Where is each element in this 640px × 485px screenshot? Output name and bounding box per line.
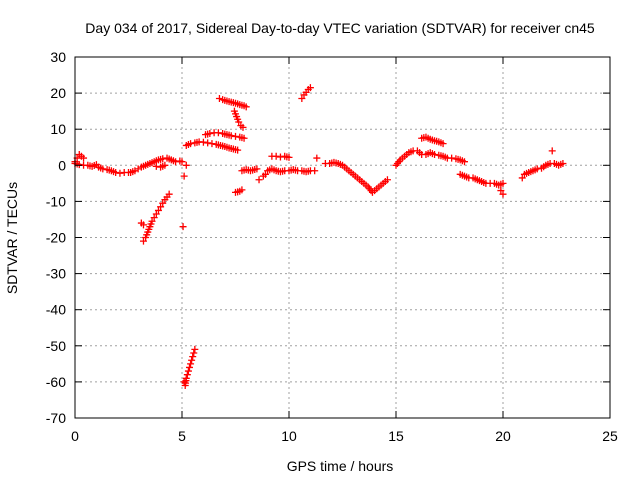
data-point	[150, 214, 158, 222]
data-point	[204, 139, 212, 147]
data-point	[240, 134, 248, 142]
y-tick-label: 30	[50, 49, 66, 65]
grid-layer	[75, 57, 610, 418]
y-tick-label: -50	[46, 338, 66, 354]
data-point	[208, 140, 216, 148]
data-point	[239, 123, 247, 131]
data-point	[227, 132, 235, 140]
data-point	[199, 138, 207, 146]
data-point	[75, 161, 83, 169]
data-point	[460, 158, 468, 166]
data-point	[80, 154, 88, 162]
data-point	[99, 165, 107, 173]
data-point	[518, 174, 526, 182]
data-point	[184, 367, 192, 375]
data-point	[215, 95, 223, 103]
data-point	[183, 371, 191, 379]
y-tick-label: 10	[50, 121, 66, 137]
data-point	[285, 153, 293, 161]
data-point	[116, 169, 124, 177]
data-point	[253, 165, 261, 173]
x-tick-label: 20	[495, 428, 511, 444]
x-axis-label: GPS time / hours	[287, 458, 394, 474]
data-point	[238, 186, 246, 194]
data-point	[497, 187, 505, 195]
data-point	[159, 155, 167, 163]
data-point	[157, 203, 165, 211]
data-point	[559, 159, 567, 167]
ticks-layer: 30 20 10 0 -10 -20 -30 -40 -50 -60 -70 0 5 10 15 20 25	[46, 49, 618, 444]
data-point	[206, 130, 214, 138]
data-point	[214, 129, 222, 137]
data-point	[185, 363, 193, 371]
y-tick-label: -70	[46, 410, 66, 426]
y-tick-label: -40	[46, 302, 66, 318]
data-point	[172, 158, 180, 166]
y-tick-label: 0	[58, 157, 66, 173]
data-point	[179, 223, 187, 231]
chart-title: Day 034 of 2017, Sidereal Day-to-day VTE…	[85, 20, 595, 36]
data-point	[232, 132, 239, 140]
data-point	[242, 103, 250, 111]
data-point	[139, 237, 147, 245]
data-point	[148, 217, 156, 225]
data-point	[139, 221, 147, 229]
data-point	[261, 170, 269, 178]
data-point	[180, 172, 188, 180]
data-point	[165, 190, 173, 198]
data-point	[306, 84, 314, 92]
data-point	[311, 167, 319, 175]
x-tick-label: 0	[71, 428, 79, 444]
data-point	[448, 154, 456, 162]
data-point	[191, 345, 199, 353]
data-point	[272, 152, 280, 160]
data-point	[298, 95, 306, 103]
data-point	[439, 140, 447, 148]
x-tick-label: 15	[388, 428, 404, 444]
data-point	[190, 349, 198, 357]
data-point	[499, 190, 507, 198]
data-point	[255, 176, 263, 184]
data-point	[276, 153, 284, 161]
y-tick-label: -20	[46, 230, 66, 246]
y-tick-label: -30	[46, 266, 66, 282]
data-point	[533, 165, 541, 173]
data-point	[187, 360, 195, 368]
data-point	[154, 206, 162, 214]
data-point	[152, 162, 160, 170]
y-tick-label: -60	[46, 374, 66, 390]
y-tick-label: 20	[50, 85, 66, 101]
data-point	[152, 210, 160, 218]
data-point	[431, 150, 439, 158]
data-point	[548, 147, 556, 155]
data-point	[182, 161, 190, 169]
data-point	[499, 179, 507, 187]
data-point	[182, 374, 190, 382]
x-tick-label: 25	[602, 428, 618, 444]
data-point	[159, 199, 167, 207]
data-point	[313, 154, 321, 162]
x-tick-label: 5	[178, 428, 186, 444]
data-point	[187, 140, 195, 148]
data-point	[383, 176, 391, 184]
data-point	[188, 356, 196, 364]
data-point	[178, 158, 186, 166]
data-point	[161, 161, 169, 169]
data-point	[112, 169, 120, 177]
data-point	[235, 118, 243, 126]
data-point	[189, 353, 197, 361]
y-axis-label: SDTVAR / TECUs	[4, 182, 20, 294]
y-tick-label: -10	[46, 193, 66, 209]
x-tick-label: 10	[281, 428, 297, 444]
data-point	[234, 146, 242, 154]
points-layer	[71, 84, 567, 390]
